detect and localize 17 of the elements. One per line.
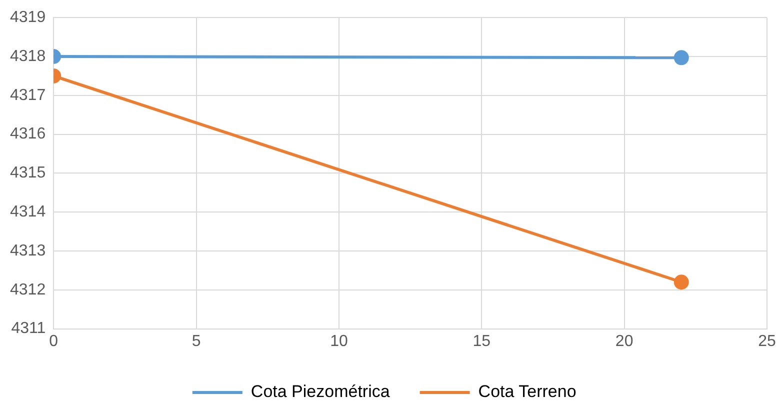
x-tick-label: 20 bbox=[615, 332, 634, 350]
y-tick-label: 4317 bbox=[10, 86, 46, 104]
legend-label: Cota Terreno bbox=[478, 382, 576, 402]
x-tick-label: 5 bbox=[192, 332, 201, 350]
x-tick-label: 25 bbox=[758, 332, 776, 350]
y-tick-label: 4314 bbox=[10, 204, 46, 221]
y-tick-label: 4311 bbox=[11, 320, 46, 338]
y-tick-label: 4315 bbox=[10, 164, 46, 182]
legend-label: Cota Piezométrica bbox=[250, 382, 390, 402]
y-tick-label: 4313 bbox=[10, 242, 46, 260]
y-tick-label: 4316 bbox=[10, 126, 46, 143]
x-tick-label: 15 bbox=[472, 332, 491, 350]
y-tick-label: 4319 bbox=[10, 9, 46, 26]
y-tick-label: 4312 bbox=[10, 281, 46, 298]
x-tick-label: 10 bbox=[330, 332, 348, 350]
y-tick-label: 4318 bbox=[10, 48, 46, 65]
x-tick-label: 0 bbox=[49, 332, 58, 350]
